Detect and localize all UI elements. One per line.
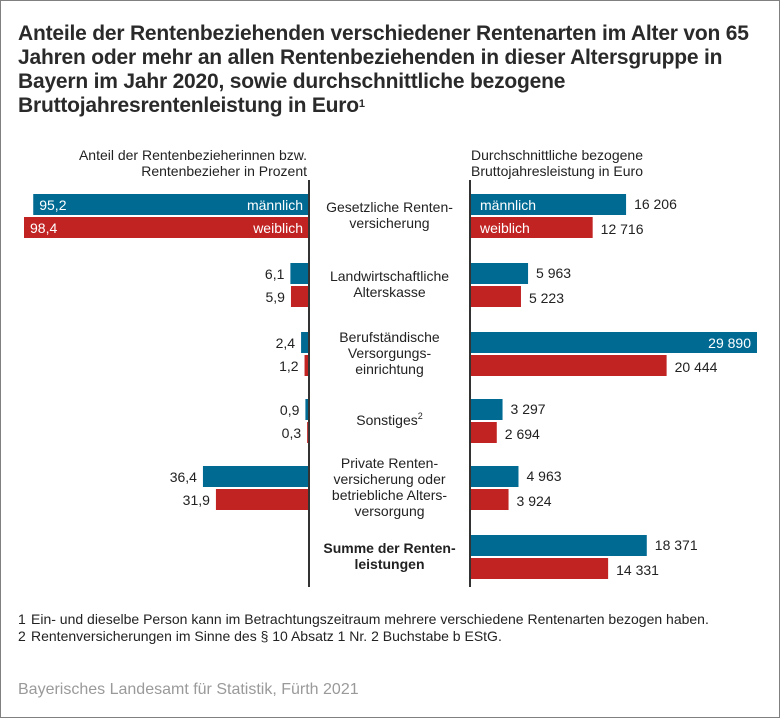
right-header-line-2: Bruttojahresleistung in Euro [471, 163, 643, 179]
left-data-label: 2,4 [276, 335, 296, 351]
footnote-number: 1 [18, 611, 26, 627]
category-label: Gesetzliche Renten-versicherung [326, 199, 453, 231]
left-header-line-1: Anteil der Rentenbezieherinnen bzw. [78, 147, 307, 163]
category-label-line: Berufständische [339, 329, 440, 345]
left-data-label: 6,1 [265, 266, 285, 282]
source-credit: Bayerisches Landesamt für Statistik, Für… [18, 681, 359, 698]
category-label-line: Versorgungs- [348, 345, 432, 361]
category-label-line: versorgung [354, 503, 424, 519]
left-bar-female [290, 286, 308, 307]
footnote-number: 2 [18, 628, 26, 644]
left-bar-male [290, 263, 308, 284]
left-data-label: 5,9 [266, 289, 286, 305]
right-data-label: 18 371 [655, 537, 698, 553]
legend-label-female: weiblich [479, 220, 530, 236]
left-data-label: 31,9 [183, 492, 210, 508]
footnote-2: 2 Rentenversicherungen im Sinne des § 10… [18, 628, 731, 645]
left-bar-male [33, 194, 308, 215]
left-bar-female [307, 422, 309, 443]
category-label-line: leistungen [354, 556, 424, 572]
right-data-label: 29 890 [708, 335, 751, 351]
right-bar-male [471, 263, 529, 284]
right-panel-header: Durchschnittliche bezogene Bruttojahresl… [471, 147, 643, 179]
left-data-label: 1,2 [279, 358, 299, 374]
right-bar-female [471, 355, 667, 376]
category-label-line: Gesetzliche Renten- [326, 199, 453, 215]
category-label-line: versicherung [349, 215, 429, 231]
category-label: Sonstiges2 [356, 411, 423, 428]
category-label-line: Alterskasse [353, 284, 426, 300]
left-data-label: 98,4 [30, 220, 57, 236]
left-data-label: 0,3 [282, 425, 302, 441]
right-bar-male [471, 332, 757, 353]
right-data-label: 3 924 [517, 493, 552, 509]
category-label-line: Summe der Renten- [323, 540, 456, 556]
right-bar-male [471, 466, 519, 487]
right-data-label: 20 444 [675, 359, 718, 375]
right-header-line-1: Durchschnittliche bezogene [471, 147, 643, 163]
category-label-line: betriebliche Alters- [332, 487, 448, 503]
legend-label-female: weiblich [252, 220, 303, 236]
left-bar-female [24, 217, 308, 238]
chart-title-text: Anteile der Rentenbeziehenden verschiede… [18, 22, 749, 117]
right-bar-male [471, 535, 647, 556]
right-bar-male [471, 194, 627, 215]
right-data-label: 2 694 [505, 426, 540, 442]
left-bar-male [305, 399, 308, 420]
right-data-label: 16 206 [634, 196, 677, 212]
left-panel-header: Anteil der Rentenbezieherinnen bzw. Rent… [79, 147, 307, 179]
right-data-label: 4 963 [526, 468, 561, 484]
legend-label-male: männlich [247, 197, 303, 213]
category-footnote-mark: 2 [418, 411, 423, 421]
category-label: Private Renten-versicherung oder betriebl… [332, 455, 448, 519]
right-bar-female [471, 489, 509, 510]
category-label: Berufständische Versorgungs-einrichtung [339, 329, 440, 377]
footnote-1: 1 Ein- und dieselbe Person kann im Betra… [18, 611, 731, 628]
right-bar-female [471, 217, 593, 238]
right-data-label: 12 716 [601, 221, 644, 237]
left-bar-female [215, 489, 308, 510]
right-data-label: 14 331 [616, 562, 659, 578]
category-label: Landwirtschaftliche Alterskasse [330, 268, 449, 300]
right-bar-female [471, 558, 609, 579]
category-label-line: einrichtung [355, 361, 424, 377]
title-footnote-mark: 1 [358, 98, 365, 110]
left-data-label: 0,9 [280, 402, 300, 418]
legend-label-male: männlich [480, 197, 536, 213]
chart-title: Anteile der Rentenbeziehenden verschiede… [18, 22, 758, 118]
left-header-line-2: Rentenbezieher in Prozent [141, 163, 307, 179]
category-label-line: Private Renten- [341, 455, 439, 471]
footnotes: 1 Ein- und dieselbe Person kann im Betra… [18, 611, 731, 645]
right-bar-female [471, 286, 521, 307]
left-data-label: 95,2 [39, 197, 66, 213]
left-data-label: 36,4 [170, 469, 197, 485]
right-bar-male [471, 399, 503, 420]
right-data-label: 5 223 [529, 290, 564, 306]
category-label-line: Landwirtschaftliche [330, 268, 449, 284]
category-label-line: versicherung oder [333, 471, 445, 487]
category-label-line: Sonstiges [356, 412, 417, 428]
category-label: Summe der Renten-leistungen [323, 540, 456, 572]
left-bar-male [301, 332, 308, 353]
right-data-label: 5 963 [536, 265, 571, 281]
left-bar-male [202, 466, 308, 487]
footnote-text: Ein- und dieselbe Person kann im Betrach… [31, 611, 709, 627]
left-bar-female [304, 355, 308, 376]
footnote-text: Rentenversicherungen im Sinne des § 10 A… [31, 628, 502, 644]
right-bar-female [471, 422, 497, 443]
right-data-label: 3 297 [511, 401, 546, 417]
